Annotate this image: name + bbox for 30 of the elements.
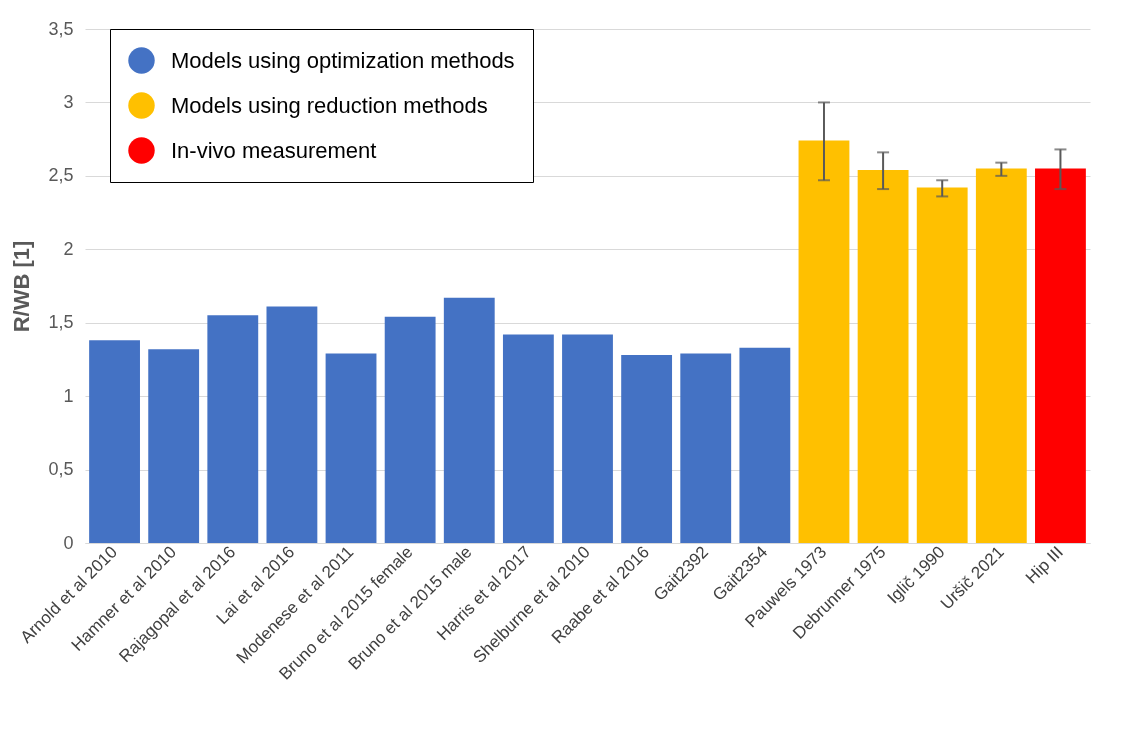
bar [89, 340, 140, 543]
y-tick-label: 3 [63, 91, 74, 112]
legend-label: Models using optimization methods [171, 47, 515, 73]
y-tick-label: 0 [63, 532, 74, 553]
y-tick-label: 2,5 [48, 165, 74, 186]
bar [798, 140, 850, 543]
bar [1035, 168, 1086, 543]
bar [975, 168, 1027, 543]
legend-label: In-vivo measurement [171, 137, 377, 163]
bar [148, 349, 200, 543]
y-tick-label: 2 [63, 238, 74, 259]
bar [621, 355, 673, 543]
bar [739, 347, 791, 543]
bar [680, 353, 732, 543]
bar [916, 187, 968, 543]
y-axis-title: R/WB [1] [9, 240, 35, 333]
y-tick-label: 3,5 [48, 18, 74, 39]
bar [384, 316, 436, 543]
bar [207, 315, 259, 543]
bar [502, 334, 554, 543]
legend-label: Models using reduction methods [171, 92, 488, 118]
y-tick-label: 0,5 [48, 459, 74, 480]
x-tick-label: Hip III [1021, 542, 1067, 588]
y-tick-label: 1,5 [48, 312, 74, 333]
bar [266, 306, 318, 543]
bar [562, 334, 613, 543]
y-tick-label: 1 [63, 385, 74, 406]
bar [857, 169, 909, 543]
bar [325, 353, 377, 543]
bar [443, 297, 495, 543]
